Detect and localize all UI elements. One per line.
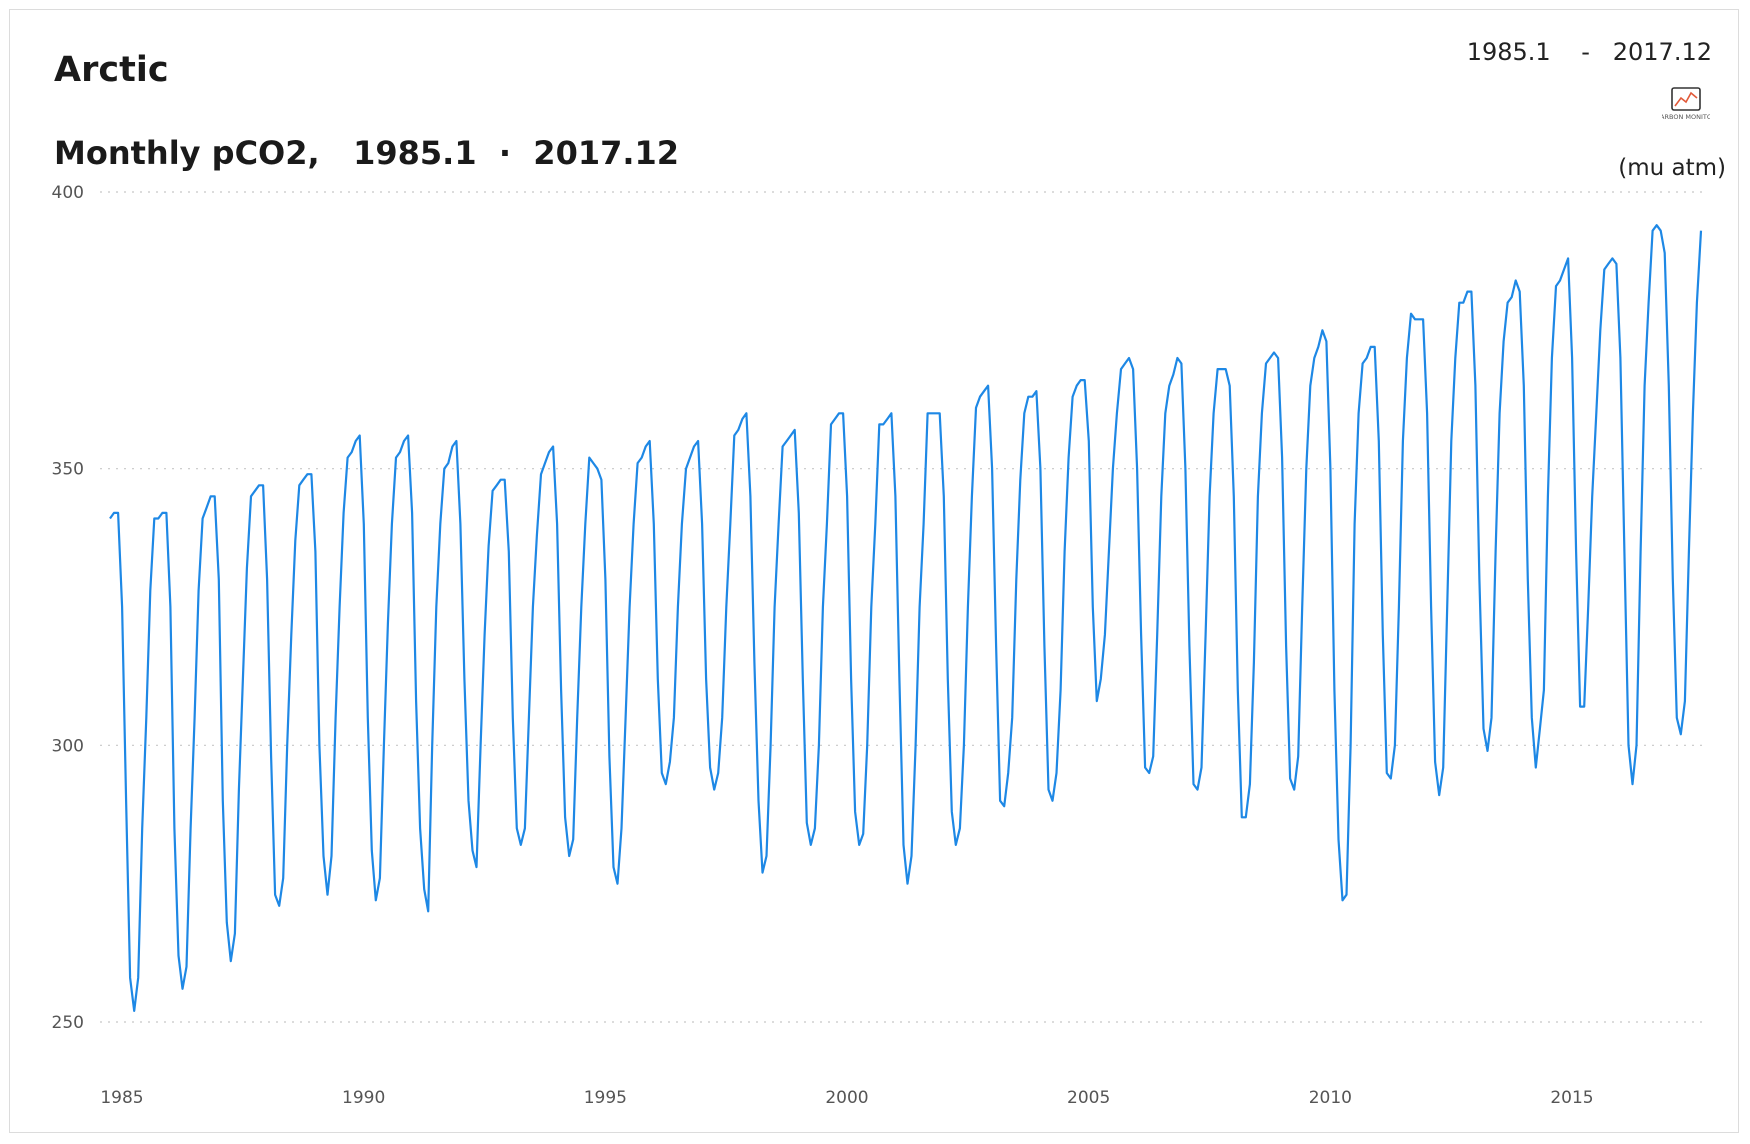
x-tick-label: 1990 [342,1088,385,1108]
x-tick-label: 2005 [1067,1088,1110,1108]
x-tick-label: 2010 [1309,1088,1352,1108]
unit-label: (mu atm) [1618,155,1726,181]
series-layer [109,224,1703,1013]
chart-card: Arctic Monthly pCO2, 1985.1 · 2017.12 19… [9,9,1739,1133]
chart-title: Monthly pCO2, 1985.1 · 2017.12 [54,134,680,172]
series-line-0[interactable] [109,224,1703,1013]
y-tick-label: 250 [52,1013,84,1033]
region-title: Arctic [54,50,169,90]
x-axis-ticks: 1985 1990 1995 2000 2005 2010 2015 [100,1088,1593,1108]
y-tick-label: 350 [52,460,84,480]
x-tick-label: 2000 [825,1088,868,1108]
x-tick-label: 1985 [100,1088,143,1108]
grid-lines [100,191,1705,1023]
y-axis-ticks: 250 300 350 400 [52,183,84,1033]
carbon-monitor-logo-icon: CARBON MONITOR [1656,86,1717,132]
date-range-display[interactable]: 1985.1 - 2017.12 [1466,38,1712,66]
y-tick-label: 400 [52,183,84,203]
x-tick-label: 2015 [1550,1088,1593,1108]
svg-text:CARBON MONITOR: CARBON MONITOR [1662,113,1710,121]
x-tick-label: 1995 [584,1088,627,1108]
y-tick-label: 300 [52,736,84,756]
